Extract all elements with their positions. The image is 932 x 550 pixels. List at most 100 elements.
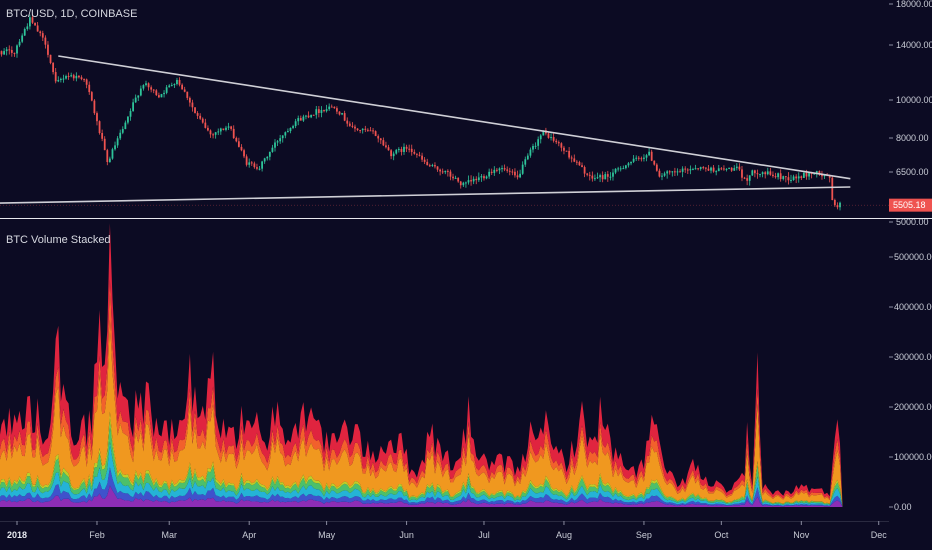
candle [485, 175, 488, 180]
candle [637, 155, 640, 161]
candle [83, 78, 85, 83]
candle [797, 172, 800, 183]
candle [506, 166, 509, 173]
candle [62, 74, 65, 83]
candle [529, 147, 532, 158]
candle [498, 167, 501, 174]
candle [191, 99, 194, 112]
candle [346, 117, 349, 127]
candle [759, 173, 761, 178]
volume-axis[interactable]: 500000.00 400000.00 300000.00 200000.00 1000… [889, 252, 932, 512]
candle [325, 104, 328, 113]
time-axis-label: Mar [161, 530, 177, 540]
candle [85, 78, 88, 89]
candle [511, 169, 514, 176]
candle [0, 50, 3, 57]
candle [413, 149, 416, 155]
candle [539, 134, 542, 144]
candle [550, 133, 552, 141]
candle [5, 46, 8, 56]
candle [132, 98, 134, 112]
candle [256, 163, 258, 171]
candle [632, 155, 635, 163]
candlestick-series [0, 14, 841, 211]
candle [617, 166, 620, 172]
candle [330, 104, 333, 108]
candle [808, 171, 810, 180]
candle [214, 131, 217, 139]
candle [16, 44, 18, 58]
candle [294, 118, 297, 129]
candle [361, 128, 364, 134]
candle [134, 94, 137, 103]
candle [772, 171, 774, 178]
candle [395, 148, 398, 155]
candle [212, 132, 214, 139]
candle [281, 135, 284, 143]
candle [653, 160, 656, 166]
candle [196, 111, 199, 119]
candle [748, 175, 751, 186]
lower-trendline[interactable] [0, 186, 851, 204]
candle [521, 161, 524, 175]
candle [753, 169, 756, 178]
candle [712, 165, 715, 173]
candle [18, 38, 21, 48]
candle [573, 154, 576, 163]
candle [423, 157, 426, 165]
candle [645, 153, 648, 162]
candle [689, 165, 692, 175]
candle [495, 167, 498, 173]
candle [684, 166, 687, 173]
candle [599, 173, 601, 182]
candle [501, 165, 503, 173]
candle [761, 171, 764, 178]
candle [108, 156, 111, 163]
candle [668, 170, 671, 175]
candle [431, 163, 434, 167]
candle [792, 174, 795, 181]
candle [622, 165, 625, 170]
price-axis[interactable]: 18000.00 14000.00 10000.00 8000.00 6500.00 50… [0, 0, 932, 227]
candle [225, 125, 227, 132]
candle [170, 82, 173, 87]
candle [150, 85, 153, 93]
candle [222, 128, 225, 131]
candle [627, 162, 630, 168]
candle [717, 164, 720, 172]
candle [488, 168, 491, 179]
candle [604, 171, 607, 180]
candle [416, 153, 418, 158]
volume-series-2 [0, 467, 843, 507]
candle [405, 144, 408, 153]
candle [312, 114, 315, 116]
upper-trendline[interactable] [58, 55, 851, 180]
candle [354, 124, 356, 132]
volume-pane[interactable]: BTC Volume Stacked 500000.00 400000.00 300… [0, 223, 932, 512]
candle [534, 142, 537, 149]
candle [782, 175, 785, 181]
price-chart-title: BTC/USD, 1D, COINBASE [6, 8, 137, 20]
time-axis-label: Nov [793, 530, 810, 540]
candle [612, 168, 614, 181]
candle [263, 157, 266, 164]
candle [70, 72, 73, 78]
trendlines[interactable] [0, 55, 851, 204]
candle [403, 143, 405, 155]
candle [655, 163, 658, 172]
time-axis[interactable]: 2018 Feb Mar Apr May Jun Jul Aug Sep Oct Nov Dec [0, 521, 889, 540]
candle [227, 122, 230, 130]
candle [78, 75, 80, 79]
time-axis-label: Aug [556, 530, 572, 540]
candle [596, 172, 599, 179]
candle [454, 175, 457, 179]
price-pane[interactable]: BTC/USD, 1D, COINBASE 18000.00 14000.00 10… [0, 0, 932, 227]
candle [581, 162, 583, 168]
candle [833, 198, 836, 207]
candle [624, 164, 627, 170]
candle [248, 158, 251, 168]
candle [658, 168, 661, 178]
candle [186, 91, 189, 101]
candle [387, 144, 390, 151]
